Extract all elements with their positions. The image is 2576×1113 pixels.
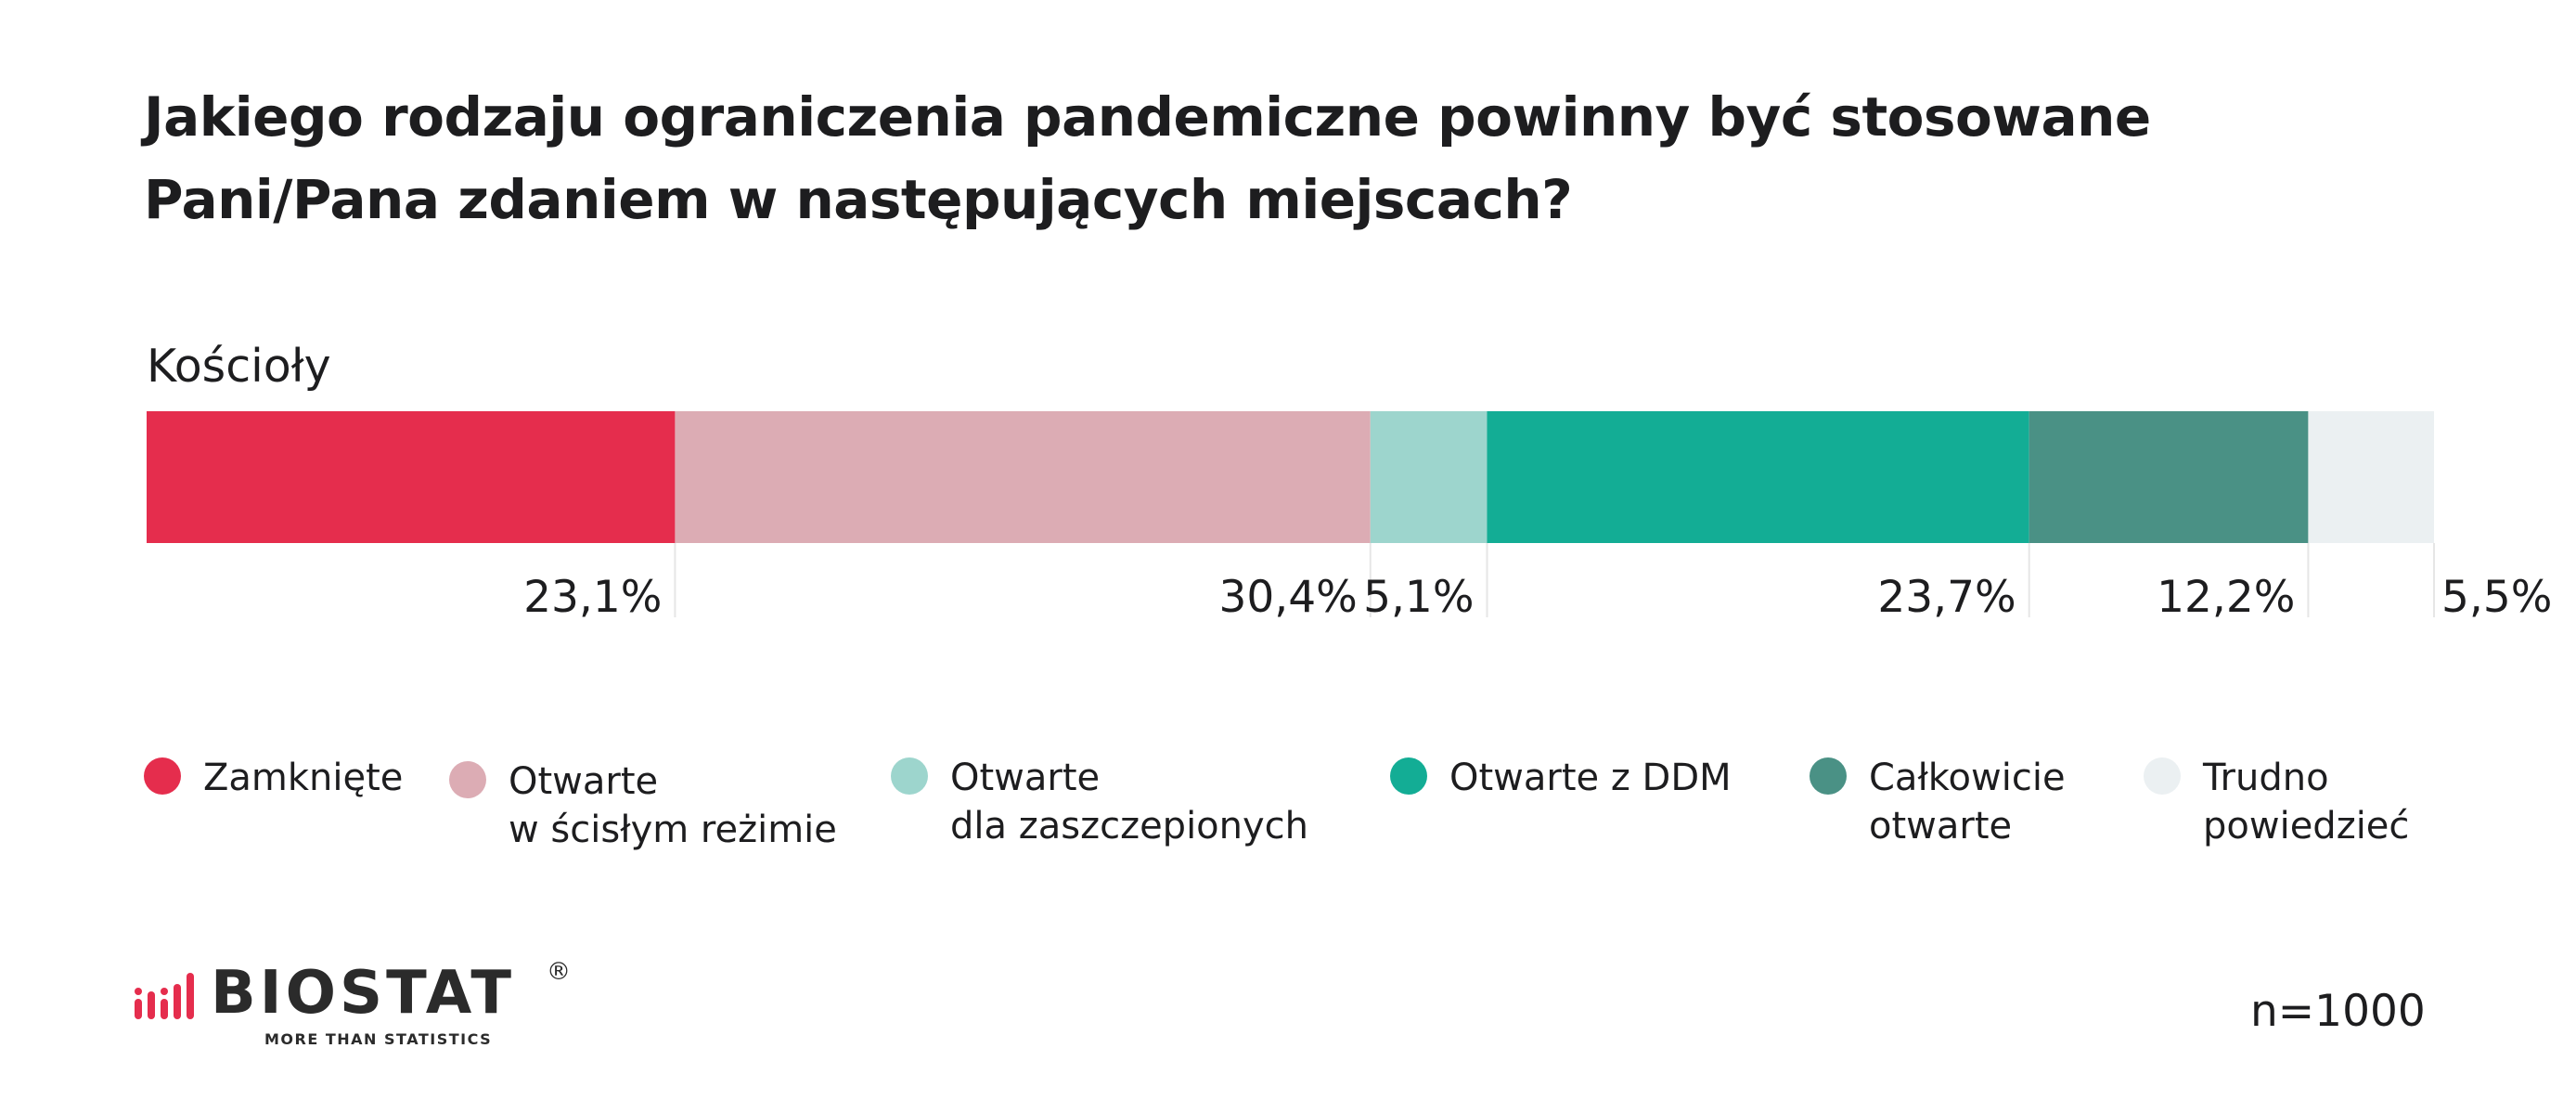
chart-title-line-1: Jakiego rodzaju ograniczenia pandemiczne… xyxy=(144,85,2151,149)
data-label-2: 30,4% xyxy=(1218,572,1357,623)
category-label: Kościoły xyxy=(147,340,331,393)
logo-bars-icon xyxy=(135,973,194,1019)
chart-title: Jakiego rodzaju ograniczenia pandemiczne… xyxy=(144,76,2371,241)
biostat-logo: BIOSTAT ® MORE THAN STATISTICS xyxy=(135,958,580,1055)
data-label-3: 5,1% xyxy=(1363,572,1474,623)
chart-title-line-2: Pani/Pana zdaniem w następujących miejsc… xyxy=(144,168,1573,231)
logo-tagline: MORE THAN STATISTICS xyxy=(264,1030,493,1048)
logo-wordmark: BIOSTAT xyxy=(211,959,515,1028)
data-label-1: 23,1% xyxy=(523,572,662,623)
bar-segment-6 xyxy=(2308,411,2434,543)
bar-segment-1 xyxy=(147,411,676,543)
bar-segment-5 xyxy=(2029,411,2309,543)
sample-size-note: n=1000 xyxy=(2250,986,2426,1037)
bar-segment-2 xyxy=(675,411,1371,543)
data-label-6: 5,5% xyxy=(2441,572,2552,623)
data-label-4: 23,7% xyxy=(1877,572,2016,623)
bar-segment-4 xyxy=(1487,411,2029,543)
data-label-5: 12,2% xyxy=(2157,572,2295,623)
logo-registered-mark: ® xyxy=(547,958,571,986)
bar-segment-3 xyxy=(1370,411,1488,543)
